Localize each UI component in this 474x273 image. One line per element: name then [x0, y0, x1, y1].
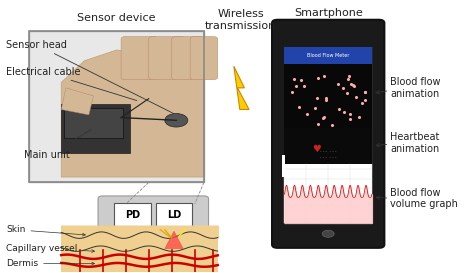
- Text: Blood flow
animation: Blood flow animation: [390, 77, 441, 99]
- FancyBboxPatch shape: [282, 155, 285, 177]
- Text: Skin: Skin: [6, 225, 85, 236]
- Point: [292, 84, 300, 88]
- Circle shape: [165, 114, 188, 127]
- FancyBboxPatch shape: [272, 20, 384, 248]
- FancyBboxPatch shape: [172, 37, 204, 80]
- Point: [361, 90, 369, 95]
- Point: [320, 74, 328, 78]
- Point: [290, 77, 298, 81]
- Point: [314, 76, 322, 80]
- FancyBboxPatch shape: [61, 229, 218, 272]
- FancyBboxPatch shape: [284, 47, 372, 64]
- Text: Heartbeat
animation: Heartbeat animation: [390, 132, 440, 154]
- Point: [328, 123, 336, 127]
- Point: [289, 90, 296, 94]
- Polygon shape: [61, 50, 204, 177]
- Point: [320, 115, 328, 120]
- FancyBboxPatch shape: [284, 47, 372, 223]
- Point: [358, 100, 365, 105]
- Text: Electrical cable: Electrical cable: [6, 67, 137, 100]
- FancyBboxPatch shape: [149, 37, 185, 80]
- Text: - - -  - - -: - - - - - -: [320, 149, 337, 153]
- Point: [339, 86, 346, 90]
- Point: [345, 74, 352, 78]
- FancyBboxPatch shape: [284, 164, 372, 223]
- Point: [336, 106, 343, 111]
- Point: [311, 105, 319, 110]
- Text: Dermis: Dermis: [6, 259, 94, 268]
- Point: [346, 117, 354, 121]
- Point: [322, 97, 329, 102]
- Text: Smartphone: Smartphone: [294, 8, 363, 17]
- Point: [322, 96, 329, 100]
- Text: Main unit: Main unit: [24, 130, 91, 161]
- Point: [347, 82, 355, 86]
- FancyBboxPatch shape: [114, 203, 151, 227]
- Point: [303, 112, 310, 116]
- FancyBboxPatch shape: [98, 196, 209, 234]
- Point: [344, 91, 351, 95]
- Point: [353, 95, 360, 100]
- Point: [301, 84, 308, 88]
- Point: [295, 105, 303, 109]
- Polygon shape: [165, 231, 183, 249]
- Point: [319, 116, 327, 120]
- Point: [313, 96, 320, 100]
- Text: Sensor head: Sensor head: [6, 40, 174, 114]
- Text: Sensor device: Sensor device: [77, 13, 156, 23]
- Point: [297, 78, 305, 82]
- Text: PD: PD: [125, 210, 140, 220]
- Text: Capillary vessel: Capillary vessel: [6, 244, 94, 253]
- Point: [346, 112, 354, 117]
- Point: [355, 115, 363, 120]
- Point: [361, 90, 369, 94]
- Polygon shape: [234, 66, 249, 109]
- FancyBboxPatch shape: [190, 37, 218, 80]
- FancyBboxPatch shape: [155, 203, 192, 227]
- Text: Wireless
transmission: Wireless transmission: [205, 10, 276, 31]
- FancyBboxPatch shape: [284, 128, 372, 164]
- FancyBboxPatch shape: [121, 37, 158, 80]
- Point: [335, 82, 342, 86]
- Text: ♥: ♥: [312, 144, 321, 154]
- Text: Blood flow
volume graph: Blood flow volume graph: [390, 188, 458, 209]
- FancyBboxPatch shape: [64, 108, 123, 138]
- Point: [345, 77, 352, 81]
- Point: [350, 83, 357, 87]
- Text: - - -  - - -: - - - - - -: [320, 155, 337, 159]
- Point: [314, 122, 322, 126]
- FancyBboxPatch shape: [29, 31, 204, 182]
- Point: [340, 110, 347, 114]
- Circle shape: [322, 230, 334, 237]
- FancyBboxPatch shape: [284, 64, 372, 128]
- Polygon shape: [61, 88, 93, 115]
- FancyBboxPatch shape: [61, 104, 130, 153]
- Point: [362, 97, 369, 102]
- Text: Blood Flow Meter: Blood Flow Meter: [307, 53, 349, 58]
- Point: [350, 84, 357, 88]
- Text: LD: LD: [167, 210, 181, 220]
